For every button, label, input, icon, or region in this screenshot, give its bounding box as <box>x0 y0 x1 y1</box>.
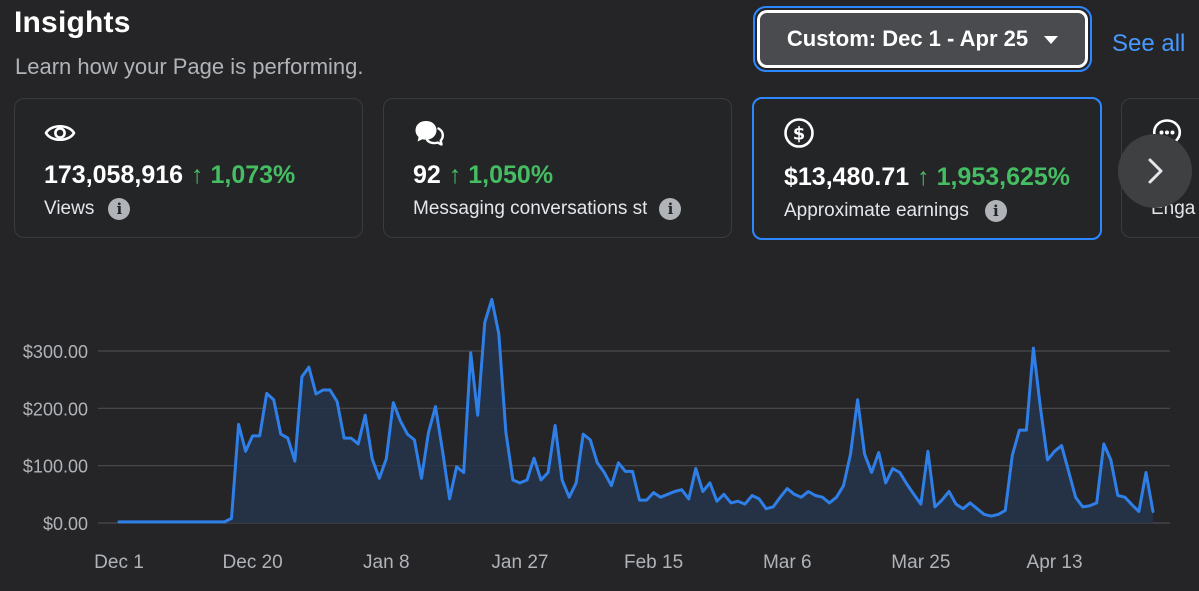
x-tick-label: Apr 13 <box>1027 552 1083 573</box>
page-title: Insights <box>14 6 131 39</box>
info-icon[interactable]: i <box>984 200 1007 222</box>
x-tick-label: Mar 6 <box>763 552 812 573</box>
card-value: $13,480.71 <box>784 163 910 191</box>
date-range-dropdown[interactable]: Custom: Dec 1 - Apr 25 <box>757 10 1088 68</box>
card-change: ↑ 1,050% <box>448 161 554 189</box>
info-icon[interactable]: i <box>659 198 682 220</box>
card-value: 92 <box>413 161 441 189</box>
card-label: Approximate earnings <box>784 200 969 221</box>
x-tick-label: Dec 1 <box>94 552 144 573</box>
chevron-right-icon <box>1148 158 1163 184</box>
y-tick-label: $200.00 <box>23 399 88 419</box>
y-tick-label: $300.00 <box>23 342 88 362</box>
metric-card-messaging[interactable]: 92 ↑ 1,050% Messaging conversations st i <box>383 98 732 238</box>
card-change: ↑ 1,073% <box>191 161 296 189</box>
date-range-label: Custom: Dec 1 - Apr 25 <box>786 26 1029 51</box>
earnings-area-chart: $0.00 $100.00 $200.00 $300.00 Dec 1 Dec 20 Jan… <box>23 297 1170 573</box>
y-tick-label: $0.00 <box>43 514 88 534</box>
x-tick-label: Feb 15 <box>624 552 683 573</box>
page-subtitle: Learn how your Page is performing. <box>15 54 364 79</box>
metric-card-views[interactable]: 173,058,916 ↑ 1,073% Views i <box>14 98 363 238</box>
x-tick-label: Jan 27 <box>491 552 548 573</box>
date-range-focus-ring <box>753 6 1092 72</box>
chat-bubbles-icon <box>415 121 444 146</box>
earnings-area <box>119 299 1153 523</box>
card-change: ↑ 1,953,625% <box>917 163 1071 191</box>
x-tick-label: Mar 25 <box>891 552 950 573</box>
svg-text:$: $ <box>793 124 806 145</box>
x-tick-label: Jan 8 <box>363 552 409 573</box>
dollar-circle-icon: $ <box>784 118 814 148</box>
earnings-line <box>117 297 1155 524</box>
card-value: 173,058,916 <box>44 161 184 189</box>
eye-icon <box>44 124 76 142</box>
metric-card-earnings[interactable]: $ $13,480.71 ↑ 1,953,625% Approximate ear… <box>752 97 1102 240</box>
y-tick-label: $100.00 <box>23 457 88 477</box>
next-cards-button[interactable] <box>1118 134 1192 208</box>
see-all-link[interactable]: See all <box>1112 30 1186 57</box>
caret-down-icon <box>1044 36 1059 44</box>
info-icon[interactable]: i <box>108 198 131 220</box>
card-label: Messaging conversations st <box>413 198 648 219</box>
x-tick-label: Dec 20 <box>223 552 283 573</box>
card-label: Views <box>44 198 95 219</box>
